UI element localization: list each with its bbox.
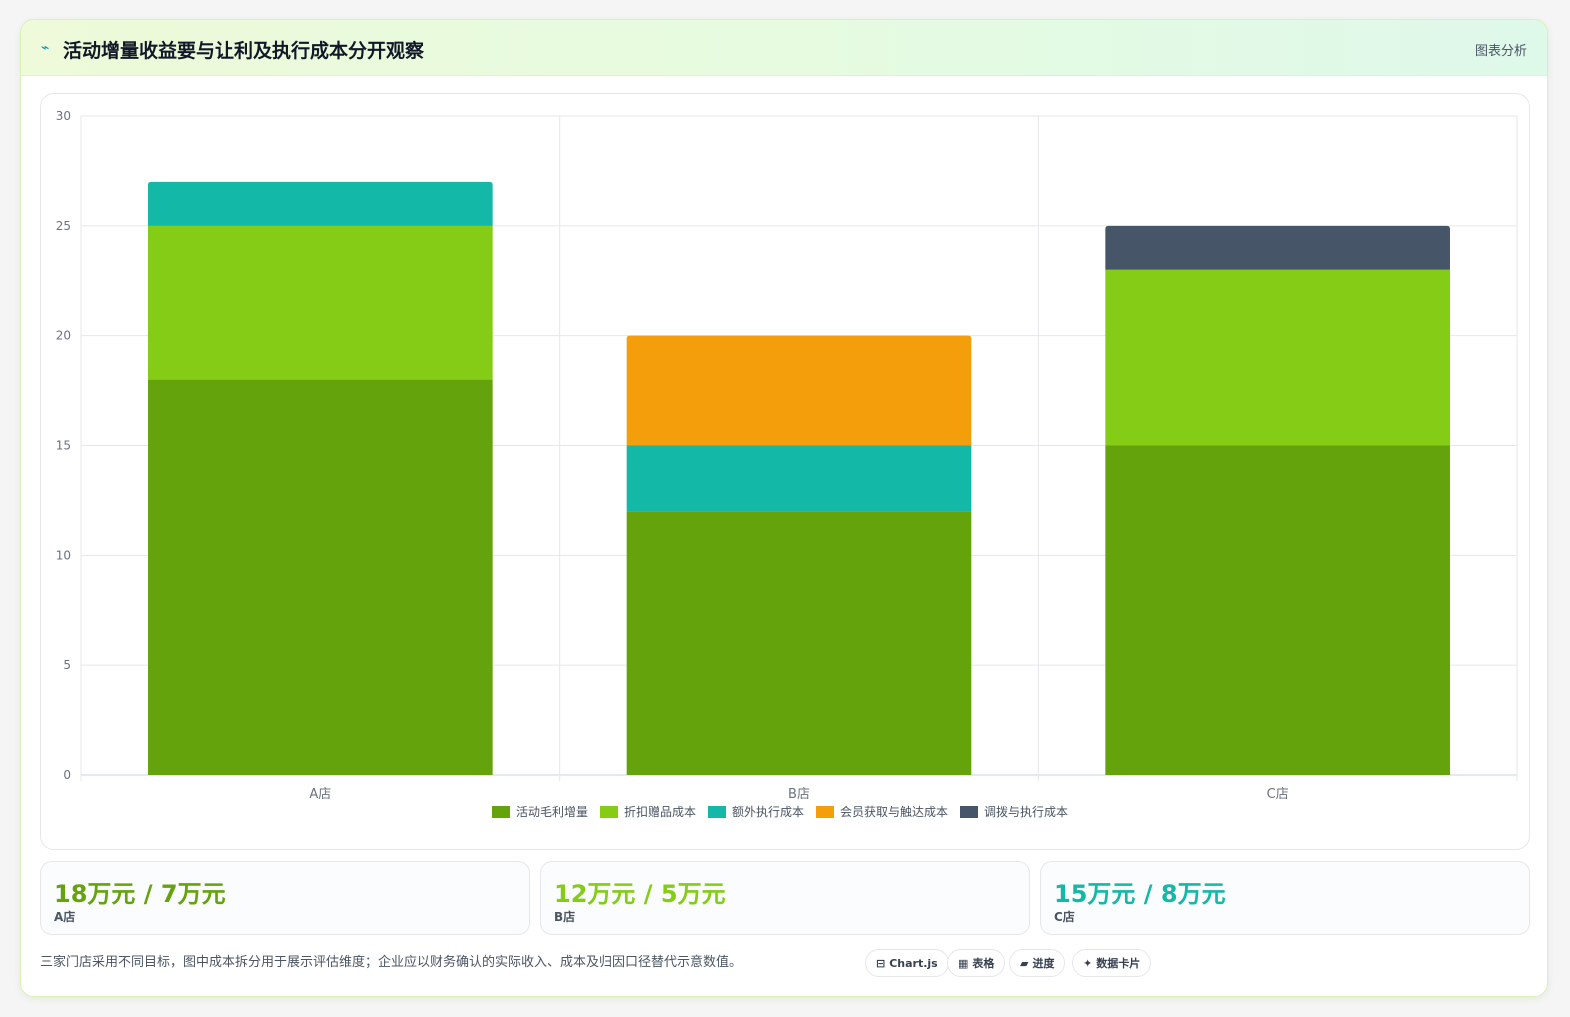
chip-progress[interactable]: ▰ 进度 (1009, 949, 1066, 977)
page-title: 活动增量收益要与让利及执行成本分开观察 (63, 40, 425, 62)
bar-segment (148, 181, 493, 226)
legend-swatch (816, 806, 834, 818)
chart-panel: 0 5 10 15 20 25 30 A店 B店 C店活动毛利增量 折扣赠品成本 额外执行成本 会员获取… (40, 93, 1530, 850)
progress-icon: ▰ (1020, 956, 1029, 970)
legend-label: 额外执行成本 (732, 805, 804, 819)
footnote: 三家门店采用不同目标，图中成本拆分用于展示评估维度；企业应以财务确认的实际收入、… (40, 955, 743, 970)
chart-card: ⌁ 活动增量收益要与让利及执行成本分开观察 图表分析 0 5 10 15 20 25 30 A… (20, 19, 1548, 997)
y-tick-label: 30 (56, 109, 71, 123)
legend-swatch (960, 806, 978, 818)
x-category-label: A店 (309, 787, 331, 802)
legend-label: 折扣赠品成本 (624, 804, 696, 819)
chip-data-card[interactable]: ✦ 数据卡片 (1072, 949, 1152, 977)
kpi-card-c: 15万元 / 8万元 C店 (1040, 861, 1530, 935)
y-tick-label: 20 (56, 329, 71, 343)
y-tick-label: 25 (56, 219, 71, 233)
bar-segment (1105, 269, 1450, 446)
bar-segment (148, 379, 493, 775)
y-tick-label: 10 (56, 548, 71, 562)
legend-swatch (708, 806, 726, 818)
chip-label: 进度 (1032, 957, 1055, 970)
chip-label: 表格 (972, 957, 995, 970)
bar-segment (1105, 445, 1450, 775)
bar-segment (626, 335, 972, 446)
kpi-value: 18万元 / 7万元 (54, 880, 226, 908)
chip-label: 数据卡片 (1096, 957, 1141, 970)
chip-chartjs[interactable]: ⊟ Chart.js (865, 949, 949, 977)
x-category-label: B店 (788, 787, 810, 802)
kpi-card-a: 18万元 / 7万元 A店 (40, 861, 530, 935)
card-header: ⌁ 活动增量收益要与让利及执行成本分开观察 图表分析 (21, 20, 1547, 76)
legend-label: 活动毛利增量 (516, 805, 588, 819)
legend-label: 调拨与执行成本 (984, 805, 1068, 819)
legend-swatch (492, 806, 510, 818)
y-tick-label: 5 (63, 658, 71, 672)
table-icon: ▦ (958, 956, 969, 970)
kpi-label: B店 (554, 910, 576, 924)
trend-line-icon: ⌁ (41, 40, 50, 56)
sparkle-icon: ✦ (1083, 956, 1093, 970)
x-category-label: C店 (1267, 787, 1289, 802)
bar-segment (626, 511, 972, 775)
y-tick-label: 0 (63, 768, 71, 782)
bar-segment (148, 225, 493, 380)
legend-swatch (600, 806, 618, 818)
chart-analysis-tag: 图表分析 (1474, 44, 1527, 59)
legend-label: 会员获取与触达成本 (840, 805, 948, 819)
chip-table[interactable]: ▦ 表格 (947, 949, 1006, 977)
kpi-label: C店 (1054, 910, 1075, 924)
chip-label: Chart.js (889, 956, 938, 970)
chart-icon: ⊟ (876, 956, 886, 970)
kpi-label: A店 (54, 910, 76, 924)
kpi-value: 12万元 / 5万元 (554, 880, 726, 908)
bar-segment (626, 445, 972, 512)
bar-segment (1105, 225, 1450, 270)
y-tick-label: 15 (56, 439, 71, 453)
kpi-value: 15万元 / 8万元 (1054, 880, 1226, 908)
kpi-card-b: 12万元 / 5万元 B店 (540, 861, 1030, 935)
